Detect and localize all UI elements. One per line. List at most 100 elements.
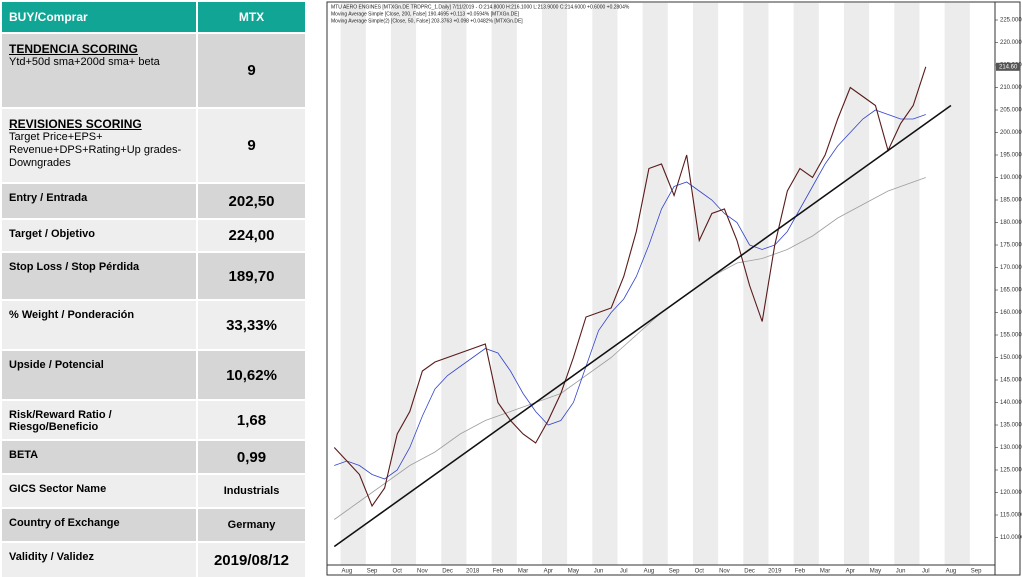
y-tick-label: 150.0000 — [1000, 355, 1022, 361]
legend-sma50: Moving Average Simple(2) [Close, 50, Fal… — [331, 18, 523, 24]
table-row: Upside / Potencial 10,62% — [2, 350, 307, 401]
month-band — [340, 3, 366, 565]
table-row: Stop Loss / Stop Pérdida 189,70 — [2, 252, 307, 301]
month-band — [843, 3, 870, 565]
row-sublabel: Target Price+EPS+ Revenue+DPS+Rating+Up … — [9, 131, 182, 169]
last-price-box — [996, 62, 1020, 71]
row-label-cell: Stop Loss / Stop Pérdida — [2, 252, 198, 301]
row-label: Validity / Validez — [9, 551, 94, 563]
table-row: Target / Objetivo 224,00 — [2, 219, 307, 253]
y-tick-label: 115.0000 — [1000, 513, 1022, 519]
row-label-cell: Target / Objetivo — [2, 219, 198, 253]
row-label-cell: Upside / Potencial — [2, 350, 198, 401]
y-tick-label: 210.0000 — [1000, 85, 1022, 91]
row-label-cell: REVISIONES SCORING Target Price+EPS+ Reve… — [2, 108, 198, 184]
row-label-cell: GICS Sector Name — [2, 474, 198, 509]
x-tick-label: 2018 — [466, 569, 480, 575]
x-tick-label: Aug — [644, 569, 655, 575]
y-tick-label: 180.0000 — [1000, 220, 1022, 226]
chart: MTU AERO ENGINES [MTXGn.DE TRDPRC_1.Dail… — [325, 0, 1022, 577]
table-row: Validity / Validez 2019/08/12 — [2, 542, 307, 577]
row-value: Industrials — [197, 474, 307, 509]
y-tick-label: 155.0000 — [1000, 333, 1022, 339]
x-tick-label: Feb — [493, 569, 504, 575]
row-label: Country of Exchange — [9, 517, 120, 529]
y-tick-label: 170.0000 — [1000, 265, 1022, 271]
x-tick-label: May — [568, 569, 579, 575]
month-bands — [340, 3, 970, 565]
month-band — [491, 3, 517, 565]
table-row: Country of Exchange Germany — [2, 508, 307, 543]
row-value: 9 — [197, 33, 307, 109]
row-label: Stop Loss / Stop Pérdida — [9, 261, 140, 273]
row-label: Target / Objetivo — [9, 228, 95, 240]
y-tick-label: 135.0000 — [1000, 423, 1022, 429]
table-row: TENDENCIA SCORING Ytd+50d sma+200d sma+ b… — [2, 33, 307, 109]
month-band — [441, 3, 467, 565]
row-value: 2019/08/12 — [197, 542, 307, 577]
month-band — [743, 3, 769, 565]
y-tick-label: 165.0000 — [1000, 288, 1022, 294]
table-row: REVISIONES SCORING Target Price+EPS+ Reve… — [2, 108, 307, 184]
x-tick-label: Jul — [922, 569, 930, 575]
row-label: Risk/Reward Ratio / Riesgo/Beneficio — [9, 409, 112, 433]
month-band — [592, 3, 618, 565]
y-tick-label: 175.0000 — [1000, 243, 1022, 249]
row-value: 202,50 — [197, 183, 307, 220]
series-line — [334, 109, 926, 480]
row-label: GICS Sector Name — [9, 483, 107, 495]
month-band — [692, 3, 719, 565]
row-value: 10,62% — [197, 350, 307, 401]
row-label: BETA — [9, 449, 39, 461]
y-tick-label: 120.0000 — [1000, 490, 1022, 496]
row-sublabel: Ytd+50d sma+200d sma+ beta — [9, 56, 160, 68]
x-tick-label: Nov — [417, 569, 428, 575]
row-value: 224,00 — [197, 219, 307, 253]
month-band — [944, 3, 970, 565]
legend-price: MTU AERO ENGINES [MTXGn.DE TRDPRC_1.Dail… — [331, 4, 630, 10]
x-tick-label: Dec — [442, 569, 453, 575]
y-tick-label: 195.0000 — [1000, 153, 1022, 159]
month-band — [894, 3, 920, 565]
y-tick-label: 140.0000 — [1000, 400, 1022, 406]
x-tick-label: Apr — [846, 569, 855, 575]
x-tick-label: Aug — [946, 569, 957, 575]
series-line — [333, 104, 952, 548]
table-body: BUY/Comprar MTX TENDENCIA SCORING Ytd+50d… — [2, 2, 307, 577]
y-tick-label: 220.0000 — [1000, 40, 1022, 46]
month-band — [541, 3, 568, 565]
y-tick-label: 110.0000 — [1000, 535, 1022, 541]
x-tick-label: Dec — [744, 569, 755, 575]
y-tick-label: 225.0000 — [1000, 18, 1022, 24]
table-row: Risk/Reward Ratio / Riesgo/Beneficio 1,68 — [2, 400, 307, 441]
x-tick-label: Sep — [971, 569, 982, 575]
y-tick-label: 145.0000 — [1000, 378, 1022, 384]
chart-frame — [326, 1, 1021, 576]
row-label-cell: Risk/Reward Ratio / Riesgo/Beneficio — [2, 400, 198, 441]
row-value: 33,33% — [197, 300, 307, 351]
row-label-cell: Entry / Entrada — [2, 183, 198, 220]
row-label: Upside / Potencial — [9, 359, 104, 371]
x-tick-label: Sep — [367, 569, 378, 575]
row-value: 0,99 — [197, 440, 307, 475]
x-tick-label: Jun — [896, 569, 906, 575]
y-tick-label: 125.0000 — [1000, 468, 1022, 474]
row-label-cell: TENDENCIA SCORING Ytd+50d sma+200d sma+ b… — [2, 33, 198, 109]
y-tick-label: 200.0000 — [1000, 130, 1022, 136]
x-tick-label: Aug — [342, 569, 353, 575]
y-tick-label: 205.0000 — [1000, 108, 1022, 114]
x-tick-label: Feb — [795, 569, 806, 575]
row-value: Germany — [197, 508, 307, 543]
y-tick-label: 160.0000 — [1000, 310, 1022, 316]
x-tick-label: Oct — [393, 569, 403, 575]
table-row: BETA 0,99 — [2, 440, 307, 475]
x-tick-label: Jun — [594, 569, 604, 575]
x-tick-label: Oct — [695, 569, 705, 575]
x-tick-label: Mar — [820, 569, 830, 575]
row-label-cell: Validity / Validez — [2, 542, 198, 577]
table-row: GICS Sector Name Industrials — [2, 474, 307, 509]
month-band — [642, 3, 668, 565]
x-tick-label: Jul — [620, 569, 628, 575]
month-band — [390, 3, 417, 565]
header-ticker: MTX — [197, 2, 307, 34]
